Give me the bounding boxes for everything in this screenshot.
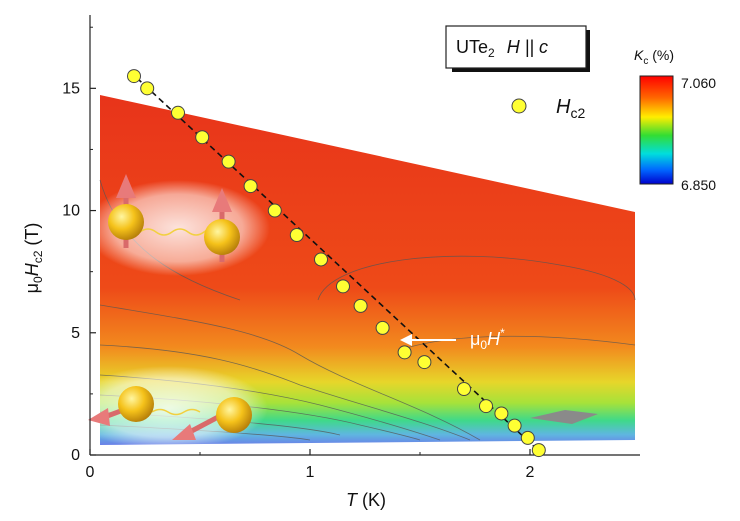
- glow-lower: [68, 366, 268, 450]
- hc2-point: [221, 154, 236, 169]
- hc2-point: [314, 252, 328, 267]
- y-tick-label: 15: [62, 80, 80, 97]
- svg-text:μ0H*: μ0H*: [470, 326, 505, 352]
- material-label-box: UTe2 H || c: [445, 25, 590, 72]
- y-tick-label: 0: [71, 447, 80, 464]
- cooper-pair-antiparallel: [88, 386, 252, 440]
- gray-patch: [530, 410, 598, 424]
- colorbar: Kc (%) 7.060 6.850: [634, 47, 716, 193]
- axis-ticks: [89, 26, 531, 456]
- hc2-point: [494, 406, 509, 421]
- legend-label: Hc2: [556, 96, 585, 121]
- color-map-region: [100, 95, 635, 445]
- h-star-annotation: μ0H*: [400, 326, 505, 352]
- legend-marker: [511, 98, 527, 114]
- hc2-point: [353, 298, 368, 313]
- y-axis-label: μ0Hc2 (T): [22, 223, 45, 294]
- cooper-pair-parallel: [108, 174, 240, 262]
- colorbar-gradient: [639, 75, 674, 185]
- hc2-point: [243, 179, 258, 194]
- hc2-point: [520, 430, 535, 445]
- hc2-point: [127, 69, 141, 84]
- hc2-point: [375, 320, 390, 335]
- hc2-point: [267, 203, 282, 218]
- hc2-point: [336, 279, 350, 294]
- hc2-point: [507, 418, 522, 433]
- hc2-point: [457, 382, 471, 396]
- hc2-point: [195, 130, 210, 145]
- hc2-data-points: [127, 69, 546, 458]
- colorbar-title: Kc (%): [634, 47, 674, 67]
- x-tick-label: 2: [526, 464, 535, 481]
- hc2-point: [140, 81, 155, 96]
- hc2-point: [171, 105, 185, 120]
- hc2-point: [397, 345, 412, 360]
- hc2-point: [531, 443, 546, 458]
- y-tick-label: 10: [62, 203, 80, 220]
- legend: Hc2: [511, 96, 585, 121]
- axis-tick-labels: 0 1 2 0 5 10 15: [62, 80, 534, 481]
- x-axis-label: T (K): [346, 490, 386, 510]
- x-tick-label: 1: [306, 464, 315, 481]
- y-tick-label: 5: [71, 325, 80, 342]
- hc2-point: [479, 399, 493, 414]
- colorbar-max-label: 7.060: [681, 75, 716, 91]
- hc2-point: [289, 228, 304, 242]
- hc2-point: [417, 355, 432, 370]
- colorbar-min-label: 6.850: [681, 177, 716, 193]
- x-tick-label: 0: [86, 464, 95, 481]
